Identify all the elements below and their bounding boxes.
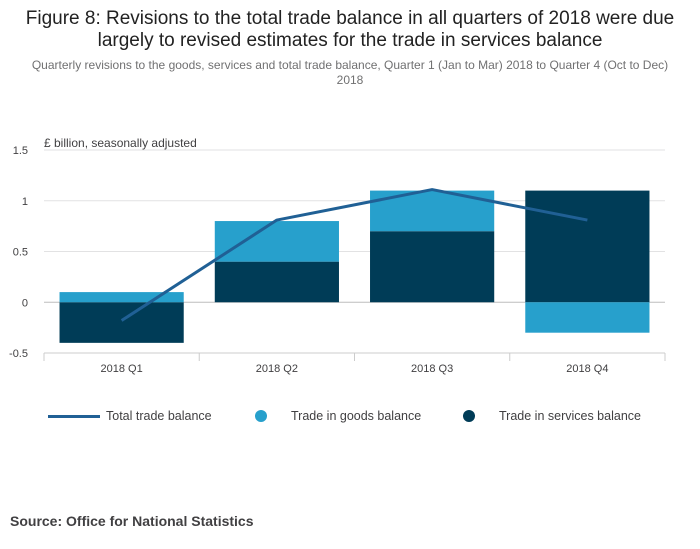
bar-services — [214, 261, 339, 303]
chart-title: Figure 8: Revisions to the total trade b… — [25, 8, 675, 51]
bar-goods — [214, 221, 339, 262]
chart-subtitle: Quarterly revisions to the goods, servic… — [31, 58, 669, 87]
y-tick-label: 1 — [22, 196, 28, 208]
chart-area: -0.5 0 0.5 1 1.5 2018 Q1 2018 Q2 2018 Q3 2018 Q4 — [9, 145, 666, 375]
bar-goods — [525, 302, 650, 333]
y-tick-label: 0 — [22, 297, 28, 309]
line-total-trade — [120, 188, 588, 322]
legend-item-total: Total trade balance — [48, 406, 212, 426]
legend-label-total: Total trade balance — [106, 409, 212, 423]
y-tick-label: -0.5 — [9, 348, 28, 360]
legend-line-swatch — [48, 414, 100, 418]
legend-dot-services — [463, 410, 475, 422]
x-tick-label: 2018 Q3 — [411, 363, 453, 375]
bar-goods — [59, 292, 184, 303]
x-tick-label: 2018 Q4 — [566, 363, 608, 375]
y-tick-label: 1.5 — [13, 145, 28, 157]
legend-label-goods: Trade in goods balance — [291, 409, 422, 423]
y-axis-label: £ billion, seasonally adjusted — [44, 136, 197, 150]
bar-services — [59, 302, 184, 343]
source-note: Source: Office for National Statistics — [10, 513, 254, 529]
bar-services — [370, 231, 495, 303]
x-tick-label: 2018 Q2 — [256, 363, 298, 375]
legend: Total trade balance Trade in goods balan… — [0, 406, 700, 428]
y-tick-label: 0.5 — [13, 247, 28, 259]
x-tick-label: 2018 Q1 — [101, 363, 143, 375]
legend-label-services: Trade in services balance — [499, 409, 641, 423]
legend-dot-goods — [255, 410, 267, 422]
bar-services — [525, 190, 650, 303]
legend-item-services: Trade in services balance — [463, 406, 641, 426]
legend-item-goods: Trade in goods balance — [255, 406, 421, 426]
